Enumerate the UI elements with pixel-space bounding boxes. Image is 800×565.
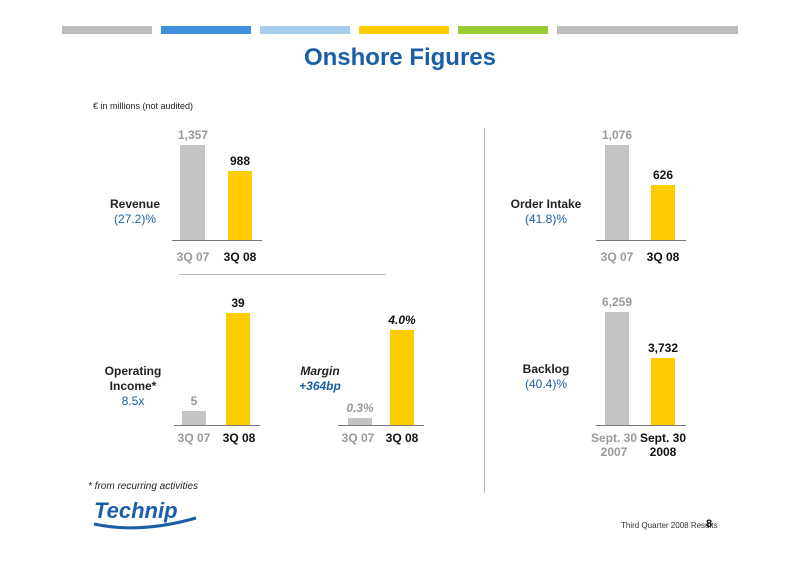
operating-income-bar-3q08 xyxy=(226,313,250,425)
operating-income-category-3q08: 3Q 08 xyxy=(222,431,256,445)
backlog-category-2007: Sept. 30 2007 xyxy=(590,431,638,459)
revenue-axis xyxy=(172,240,262,241)
top-bar-segment-4 xyxy=(359,26,449,34)
revenue-value-3q07: 1,357 xyxy=(177,128,209,142)
order-intake-category-3q07: 3Q 07 xyxy=(600,250,634,264)
backlog-bar-2008 xyxy=(651,357,675,425)
revenue-label: Revenue xyxy=(109,197,161,211)
revenue-bar-3q08 xyxy=(228,170,252,240)
order-intake-category-3q08: 3Q 08 xyxy=(646,250,680,264)
order-intake-value-3q07: 1,076 xyxy=(601,128,633,142)
operating-income-bar-3q07 xyxy=(182,410,206,425)
top-bar-segment-6 xyxy=(557,26,738,34)
page-title: Onshore Figures xyxy=(303,44,497,71)
footer-text: Third Quarter 2008 Results xyxy=(621,521,718,530)
revenue-category-3q08: 3Q 08 xyxy=(223,250,257,264)
margin-category-3q08: 3Q 08 xyxy=(385,431,419,445)
order-intake-bar-3q08 xyxy=(651,184,675,240)
operating-income-value-3q07: 5 xyxy=(190,393,198,408)
order-intake-value-3q08: 626 xyxy=(652,167,674,182)
top-bar-segment-3 xyxy=(260,26,350,34)
order-intake-label: Order Intake xyxy=(510,197,582,211)
margin-value-3q08: 4.0% xyxy=(388,313,416,327)
technip-logo: Technip xyxy=(93,498,197,530)
margin-category-3q07: 3Q 07 xyxy=(341,431,375,445)
revenue-category-3q07: 3Q 07 xyxy=(176,250,210,264)
page-number: 8 xyxy=(706,518,713,530)
top-bar-segment-5 xyxy=(458,26,548,34)
operating-income-category-3q07: 3Q 07 xyxy=(177,431,211,445)
revenue-bar-3q07 xyxy=(180,145,205,240)
unit-note: € in millions (not audited) xyxy=(93,101,194,111)
backlog-category-2008: Sept. 30 2008 xyxy=(639,431,687,459)
footnote: * from recurring activities xyxy=(88,481,199,492)
backlog-change: (40.4)% xyxy=(524,377,568,391)
operating-income-value-3q08: 39 xyxy=(231,296,245,310)
order-intake-change: (41.8)% xyxy=(524,212,568,226)
operating-income-change: 8.5x xyxy=(121,394,145,408)
svg-text:Technip: Technip xyxy=(94,498,178,523)
vertical-divider xyxy=(484,128,485,493)
margin-change: +364bp xyxy=(299,379,341,393)
margin-value-3q07: 0.3% xyxy=(346,400,374,415)
margin-bar-3q08 xyxy=(390,330,414,425)
top-bar-segment-2 xyxy=(161,26,251,34)
backlog-label: Backlog xyxy=(522,362,570,376)
operating-income-axis xyxy=(174,425,260,426)
backlog-value-2007: 6,259 xyxy=(601,295,633,309)
operating-income-label: Operating Income* xyxy=(104,364,162,393)
revenue-value-3q08: 988 xyxy=(229,153,251,168)
margin-label: Margin xyxy=(300,364,340,378)
margin-bar-3q07 xyxy=(348,417,372,425)
order-intake-bar-3q07 xyxy=(605,145,629,240)
order-intake-axis xyxy=(596,240,686,241)
revenue-change: (27.2)% xyxy=(113,212,157,226)
horizontal-divider xyxy=(179,274,386,275)
top-bar-segment-1 xyxy=(62,26,152,34)
backlog-axis xyxy=(596,425,686,426)
backlog-value-2008: 3,732 xyxy=(647,340,679,355)
backlog-bar-2007 xyxy=(605,312,629,425)
margin-axis xyxy=(338,425,424,426)
